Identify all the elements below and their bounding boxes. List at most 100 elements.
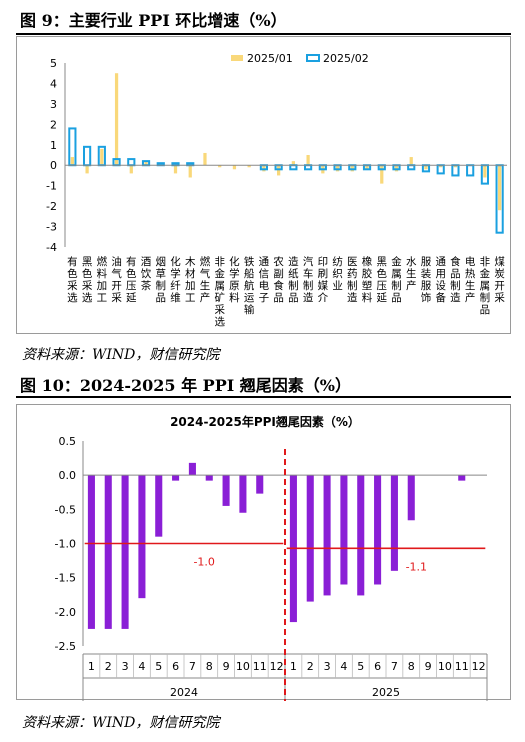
category-label-23: 金属制品 (391, 255, 402, 304)
month-label-24: 12 (472, 660, 486, 673)
category-char: 船 (244, 267, 255, 280)
month-label-14: 2 (307, 660, 314, 673)
category-char: 热 (465, 267, 476, 280)
category-label-21: 橡胶塑料 (362, 255, 373, 304)
y-tick-label: 4 (50, 77, 57, 90)
category-char: 油 (111, 255, 122, 268)
category-char: 通 (435, 256, 446, 268)
bar-month-1 (87, 475, 95, 629)
category-char: 生 (200, 279, 211, 292)
category-char: 煤 (494, 255, 505, 268)
category-char: 介 (318, 292, 329, 304)
category-char: 采 (214, 304, 225, 316)
category-char: 属 (480, 280, 491, 292)
bar-2025-01-14 (262, 165, 266, 172)
month-label-11: 11 (253, 660, 267, 673)
bar-2025-01-20 (350, 165, 354, 172)
category-char: 信 (259, 268, 270, 280)
category-char: 选 (214, 315, 225, 328)
bar-2025-01-23 (394, 165, 399, 172)
figure-9-title-rule (16, 33, 511, 35)
category-label-12: 化学原料 (229, 255, 240, 304)
category-char: 食 (450, 255, 461, 268)
bar-2025-02-24 (407, 164, 416, 171)
category-label-17: 汽车制造 (303, 255, 314, 304)
bar-2025-01-30 (498, 165, 502, 211)
bar-month-20 (407, 475, 415, 521)
month-label-12: 12 (270, 660, 284, 673)
month-label-7: 7 (189, 660, 196, 673)
category-label-11: 非金属矿采选 (214, 256, 225, 328)
bar-2025-01-22 (380, 165, 384, 184)
category-char: 造 (288, 255, 299, 268)
category-char: 采 (494, 292, 505, 304)
month-label-6: 6 (172, 660, 179, 673)
category-char: 副 (273, 268, 284, 280)
category-char: 品 (391, 292, 402, 304)
category-char: 燃 (97, 255, 108, 268)
y-tick-label: 3 (50, 98, 57, 111)
category-label-27: 食品制造 (450, 255, 461, 304)
category-label-4: 油气开采 (111, 255, 122, 304)
month-label-5: 5 (155, 660, 162, 673)
bar-month-19 (390, 475, 398, 571)
mean-label-2025: -1.1 (406, 560, 427, 573)
category-char: 制 (288, 279, 299, 292)
legend-swatch-2025-02 (306, 54, 320, 62)
category-label-22: 黑色压延 (377, 256, 388, 304)
category-char: 燃 (200, 255, 211, 268)
month-label-23: 11 (455, 660, 469, 673)
category-char: 黑 (82, 256, 93, 268)
category-char: 木 (185, 256, 196, 268)
bar-month-5 (155, 475, 163, 537)
category-label-13: 铁船航运输 (244, 255, 255, 316)
category-label-14: 通信电子 (259, 256, 270, 304)
category-char: 输 (244, 303, 255, 316)
category-char: 制 (480, 291, 491, 304)
bar-2025-01-11 (218, 165, 222, 168)
month-label-4: 4 (138, 660, 145, 673)
category-char: 品 (273, 292, 284, 304)
category-char: 金 (480, 267, 491, 280)
y-tick-label: -2.0 (55, 606, 76, 619)
category-char: 食 (273, 279, 284, 292)
category-char: 装 (421, 267, 432, 280)
category-label-5: 有色压延 (126, 255, 137, 304)
bar-month-8 (205, 475, 213, 481)
month-label-3: 3 (122, 660, 129, 673)
bar-2025-02-28 (466, 164, 475, 177)
bar-2025-01-4 (114, 73, 119, 166)
category-char: 制 (156, 279, 167, 292)
category-char: 属 (214, 280, 225, 292)
category-char: 生 (406, 267, 417, 280)
category-char: 产 (200, 291, 211, 304)
y-tick-label: 2 (50, 118, 57, 131)
month-label-21: 9 (425, 660, 432, 673)
category-char: 气 (111, 267, 122, 280)
month-label-1: 1 (88, 660, 95, 673)
category-char: 有 (67, 255, 78, 268)
category-char: 制 (391, 279, 402, 292)
bar-2025-01-25 (424, 165, 428, 170)
legend-label-2025-02: 2025/02 (323, 52, 369, 65)
category-char: 水 (406, 256, 417, 268)
figure-10-chart: 2024-2025年PPI翘尾因素（%） 0.5 0.0 -0.5 -1.0 -1.5 -2… (16, 404, 511, 701)
category-char: 料 (97, 267, 108, 280)
category-char: 运 (244, 292, 255, 304)
category-char: 色 (82, 267, 93, 280)
bar-2025-01-17 (306, 155, 310, 166)
category-label-15: 农副食品 (273, 255, 284, 304)
month-label-15: 3 (324, 660, 331, 673)
bar-month-6 (172, 475, 180, 481)
figure-9-source: 资料来源：WIND，财信研究院 (22, 347, 220, 363)
category-label-25: 服装服饰 (421, 256, 432, 304)
category-char: 织 (332, 268, 343, 280)
bar-month-7 (188, 462, 196, 476)
figure-10-title-rule (16, 396, 511, 398)
category-char: 制 (303, 279, 314, 292)
category-char: 料 (362, 291, 373, 304)
category-char: 品 (288, 292, 299, 304)
category-char: 车 (303, 267, 314, 280)
y-tick-label: 5 (50, 57, 57, 70)
y-tick-label: -2.5 (55, 640, 76, 653)
